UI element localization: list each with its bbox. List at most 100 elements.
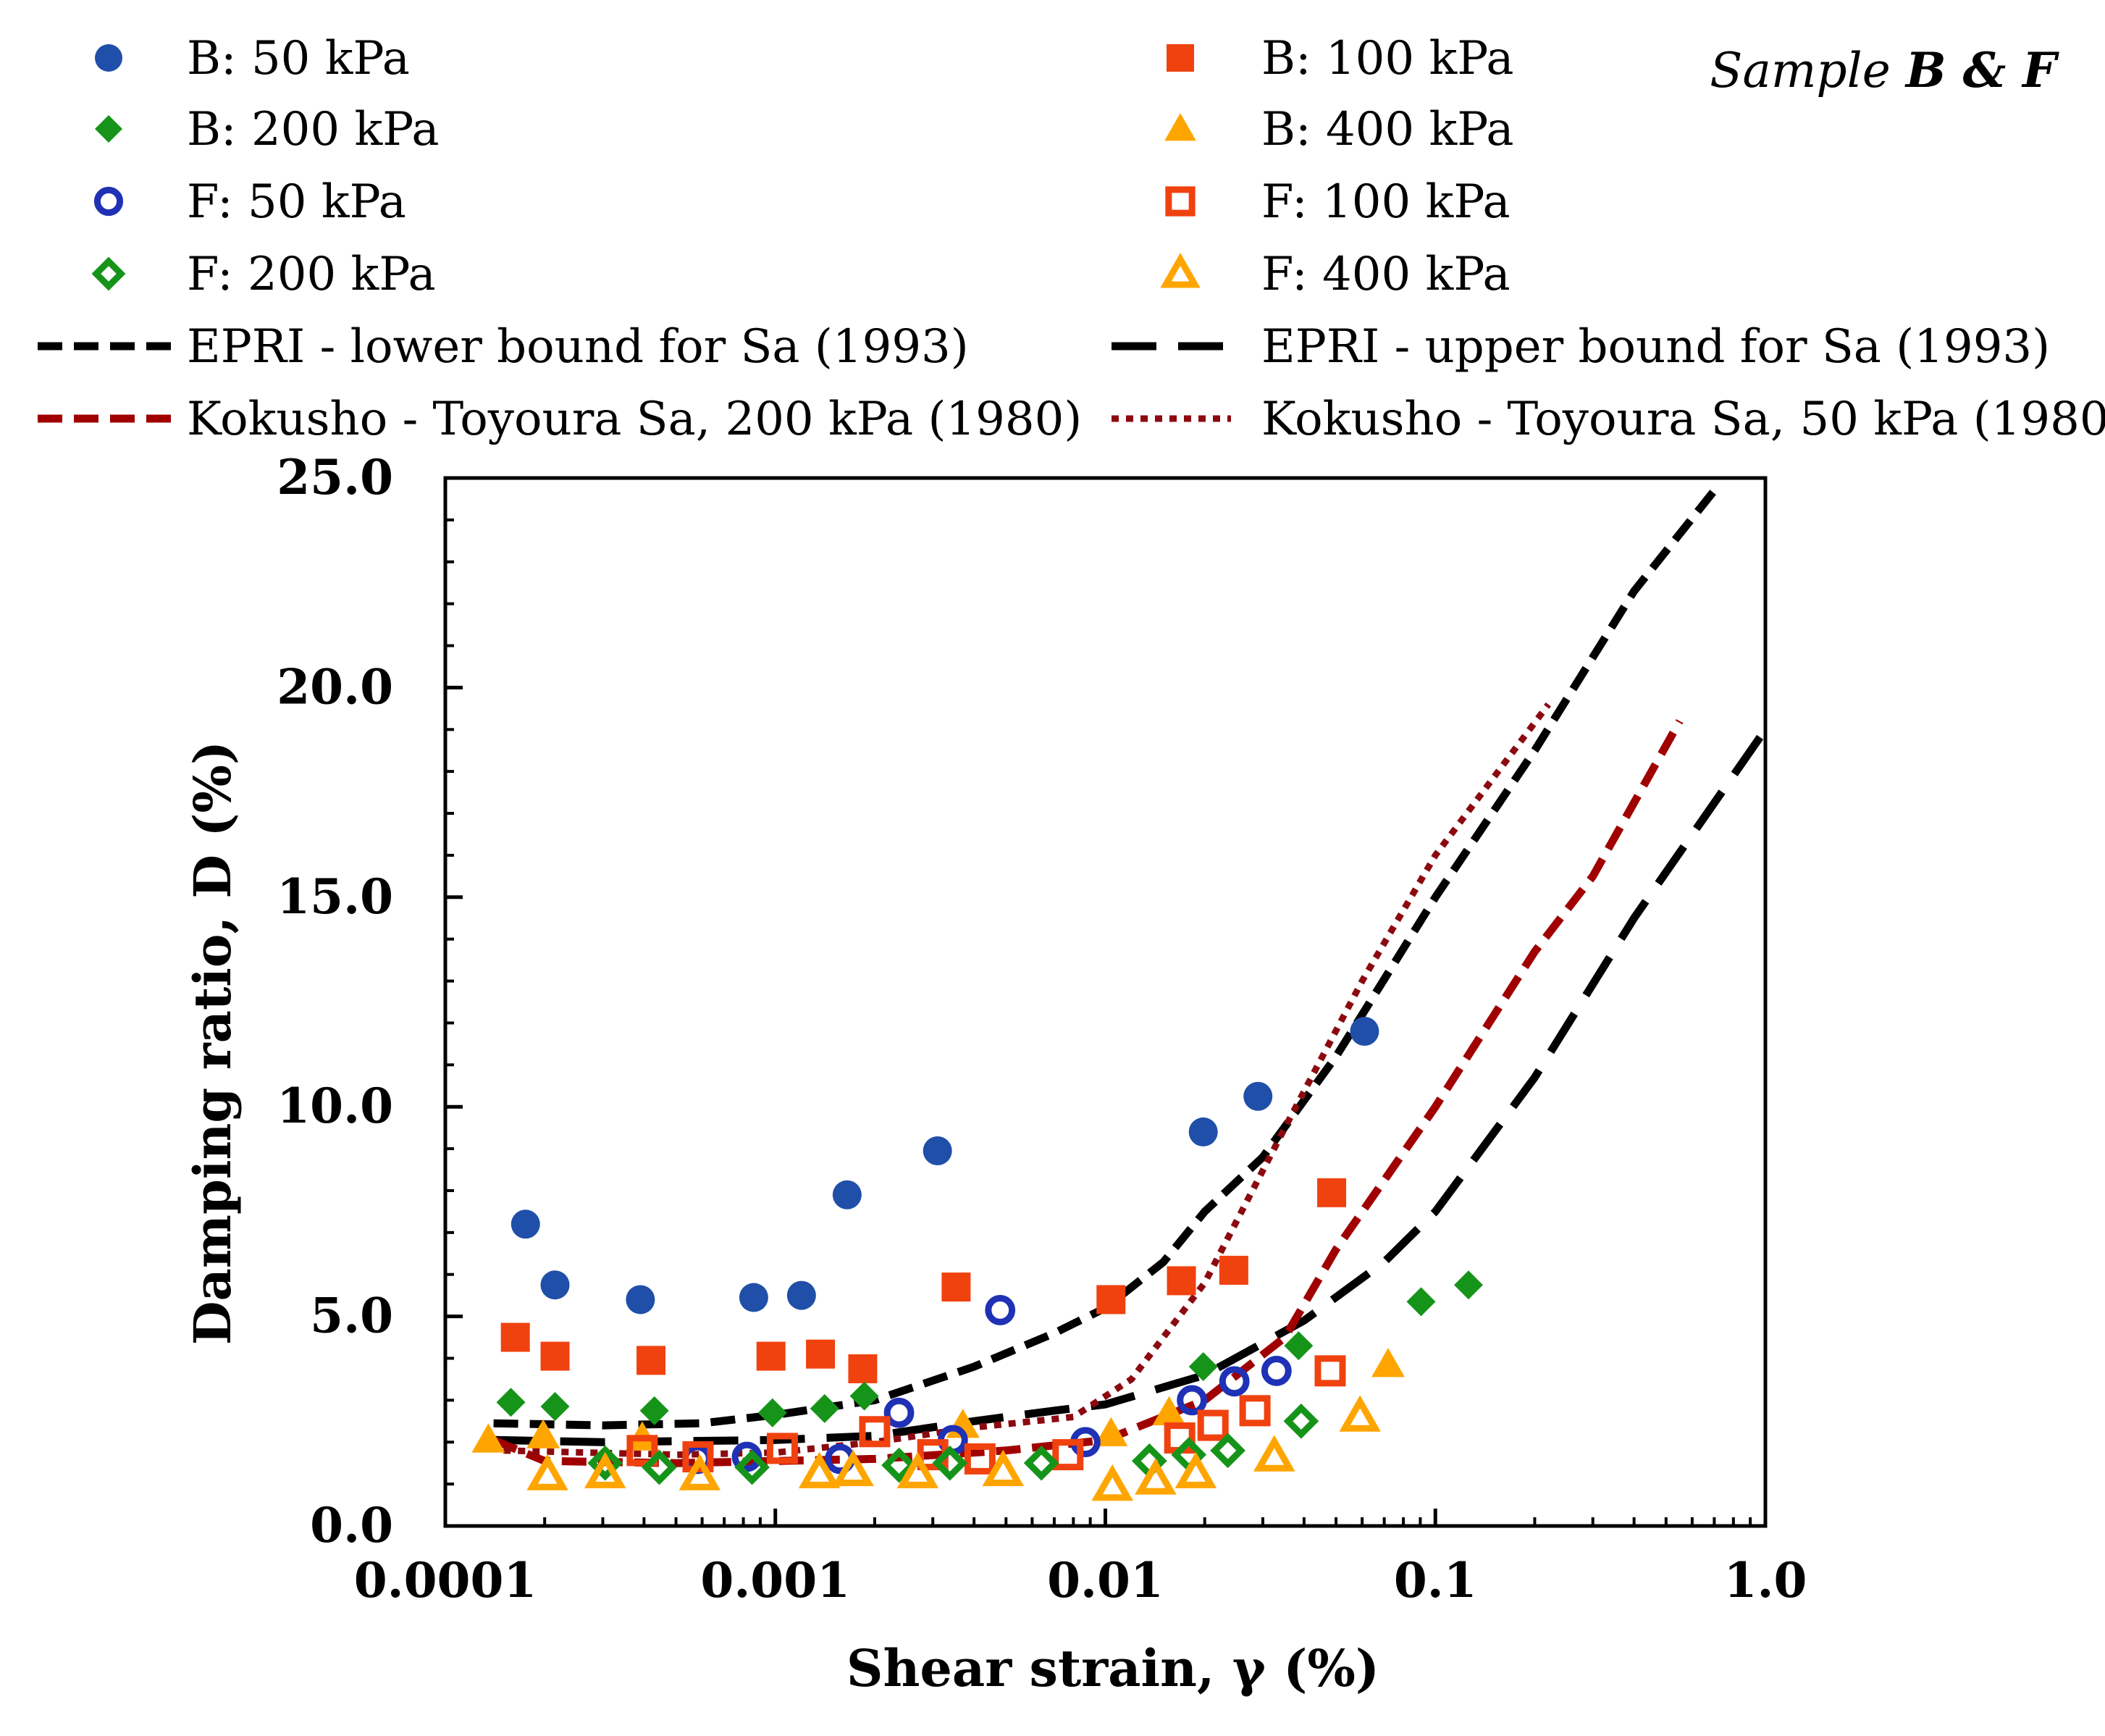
legend-label-4: F: 50 kPa (187, 175, 406, 229)
sample-label: Sample B & F (1710, 42, 2059, 98)
legend-label-6: F: 200 kPa (187, 248, 436, 301)
x-tick-label: 0.01 (1047, 1552, 1164, 1609)
point-3-0 (471, 1423, 505, 1453)
point-7-10 (1253, 1435, 1295, 1472)
legend-marker-4 (93, 186, 124, 217)
point-6-4 (932, 1445, 968, 1481)
point-1-0 (500, 1322, 530, 1352)
y-tick-label: 0.0 (310, 1497, 393, 1553)
point-2-0 (496, 1388, 526, 1417)
point-1-3 (756, 1341, 786, 1371)
legend-label-3: B: 400 kPa (1261, 103, 1514, 156)
legend-label-1: B: 100 kPa (1261, 32, 1514, 85)
point-7-11 (1339, 1395, 1381, 1432)
point-4-9 (1261, 1355, 1292, 1386)
point-3-1 (526, 1419, 560, 1448)
x-tick-label: 0.1 (1394, 1552, 1477, 1609)
point-6-1 (642, 1449, 677, 1485)
x-axis-label: Shear strain, γ (%) (846, 1638, 1379, 1698)
x-axis: 0.0001 0.001 0.01 0.1 1.0 (354, 1509, 1807, 1609)
legend-curve-label-0: EPRI - lower bound for Sa (1993) (187, 320, 969, 374)
point-2-8 (1406, 1287, 1436, 1317)
plot-area (443, 476, 1769, 1528)
point-2-2 (639, 1396, 669, 1425)
point-6-9 (1283, 1403, 1319, 1439)
point-0-5 (832, 1180, 862, 1209)
y-tick-label: 15.0 (277, 868, 393, 925)
point-2-1 (540, 1392, 570, 1422)
point-5-0 (626, 1435, 658, 1467)
point-6-0 (587, 1445, 623, 1481)
point-4-5 (985, 1295, 1016, 1325)
point-2-4 (810, 1393, 839, 1423)
point-7-5 (896, 1451, 939, 1488)
point-1-7 (1096, 1285, 1126, 1314)
series-0 (511, 1017, 1379, 1314)
y-tick-label: 5.0 (310, 1288, 393, 1344)
point-0-0 (511, 1209, 540, 1239)
point-0-6 (923, 1136, 952, 1165)
legend-marker-5 (1165, 186, 1196, 217)
y-tick-label: 20.0 (277, 658, 393, 715)
point-4-7 (1177, 1385, 1208, 1416)
point-0-8 (1243, 1081, 1273, 1111)
y-tick-label: 10.0 (277, 1078, 393, 1134)
y-axis-label: Damping ratio, D (%) (182, 741, 243, 1345)
point-5-3 (859, 1416, 891, 1448)
point-0-2 (626, 1285, 655, 1314)
legend-marker-3 (1164, 113, 1196, 141)
point-5-9 (1239, 1395, 1271, 1427)
point-1-10 (1317, 1178, 1347, 1207)
point-1-5 (848, 1354, 878, 1383)
series-2 (496, 1270, 1483, 1427)
point-7-4 (832, 1449, 874, 1487)
x-tick-label: 1.0 (1724, 1552, 1807, 1609)
series-6 (587, 1403, 1319, 1485)
point-5-2 (766, 1433, 798, 1464)
legend-curve-label-1: EPRI - upper bound for Sa (1993) (1261, 320, 2050, 374)
point-6-8 (1210, 1433, 1245, 1469)
legend: B: 50 kPa B: 100 kPa B: 200 kPa B: 400 kPa F… (38, 32, 2105, 446)
point-0-9 (1350, 1017, 1379, 1047)
point-5-5 (964, 1443, 996, 1475)
point-0-7 (1188, 1117, 1218, 1146)
legend-label-7: F: 400 kPa (1261, 248, 1511, 301)
point-5-10 (1314, 1355, 1346, 1387)
y-axis: 0.0 5.0 10.0 15.0 20.0 25.0 (277, 449, 463, 1553)
point-7-6 (982, 1449, 1025, 1487)
point-0-3 (739, 1283, 768, 1312)
point-7-7 (1091, 1464, 1133, 1501)
point-3-6 (1371, 1348, 1405, 1378)
legend-marker-7 (1160, 252, 1201, 288)
point-2-6 (1188, 1352, 1218, 1382)
point-7-1 (584, 1451, 626, 1488)
legend-marker-0 (95, 44, 122, 72)
series-1 (500, 1178, 1347, 1383)
point-7-0 (526, 1454, 568, 1490)
point-5-6 (1052, 1439, 1084, 1471)
point-6-5 (1023, 1445, 1059, 1481)
legend-curve-label-3: Kokusho - Toyoura Sa, 50 kPa (1980) (1261, 393, 2105, 446)
x-tick-label: 0.0001 (354, 1552, 537, 1609)
legend-marker-1 (1167, 44, 1194, 72)
legend-curve-label-2: Kokusho - Toyoura Sa, 200 kPa (1980) (187, 393, 1082, 446)
point-2-3 (757, 1398, 787, 1427)
legend-label-5: F: 100 kPa (1261, 175, 1511, 229)
curve-0 (493, 487, 1718, 1430)
point-0-1 (540, 1270, 570, 1300)
point-1-4 (806, 1339, 836, 1369)
point-7-3 (798, 1451, 841, 1488)
point-4-3 (883, 1397, 915, 1428)
point-7-8 (1135, 1458, 1177, 1495)
point-5-8 (1197, 1409, 1229, 1441)
point-6-3 (881, 1447, 917, 1483)
series-7 (526, 1395, 1381, 1501)
point-1-2 (636, 1346, 666, 1375)
point-7-9 (1175, 1451, 1217, 1488)
point-2-5 (849, 1381, 879, 1411)
point-2-7 (1284, 1331, 1314, 1361)
point-4-8 (1219, 1366, 1250, 1397)
point-7-2 (678, 1454, 721, 1490)
